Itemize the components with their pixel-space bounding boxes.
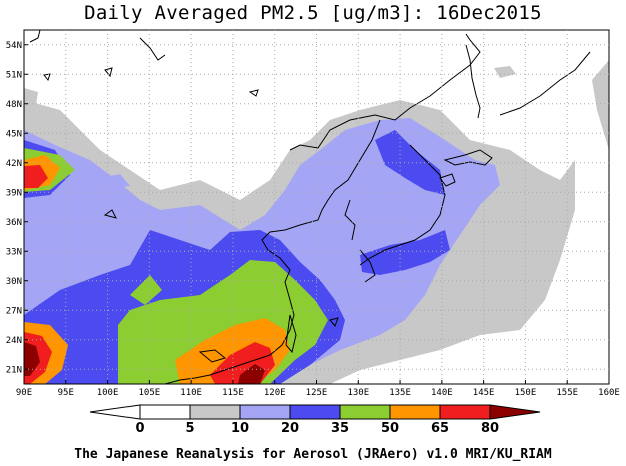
pm25-contour-10-nw	[100, 174, 130, 188]
pm25-contour-80-sw	[24, 342, 40, 376]
lat-tick-label: 27N	[6, 306, 22, 316]
lon-tick-label: 105E	[139, 388, 161, 398]
lon-tick-label: 120E	[264, 388, 286, 398]
credit-line: The Japanese Reanalysis for Aerosol (JRA…	[74, 447, 552, 462]
graticule	[23, 30, 610, 384]
colorbar: 0 5 10 20 35 50 65 80	[89, 404, 541, 436]
lat-tick-label: 21N	[6, 365, 22, 375]
pm25-contour-80	[238, 364, 265, 384]
lat-tick-label: 51N	[6, 70, 22, 80]
lat-tick-label: 48N	[6, 100, 22, 110]
colorbar-label: 65	[431, 421, 449, 436]
lat-tick-label: 36N	[6, 218, 22, 228]
pm25-contour-5-w	[24, 88, 38, 108]
colorbar-segment	[339, 404, 391, 420]
pm25-contour-5-n	[494, 66, 516, 78]
pm25-contour-65-nw	[24, 165, 48, 188]
pm25-contour-20-north	[375, 130, 445, 195]
colorbar-segment	[89, 404, 141, 420]
lon-tick-label: 125E	[306, 388, 328, 398]
colorbar-segment	[189, 404, 241, 420]
lon-tick-label: 100E	[97, 388, 119, 398]
lon-tick-label: 130E	[347, 388, 369, 398]
pm25-contour-20-japan	[360, 230, 450, 275]
colorbar-label: 10	[231, 421, 249, 436]
colorbar-segment	[139, 404, 191, 420]
lat-tick-label: 33N	[6, 247, 22, 257]
lat-tick-labels: 54N 51N 48N 45N 42N 39N 36N 33N 30N 27N 24N 21N	[6, 41, 22, 376]
lon-tick-label: 150E	[515, 388, 537, 398]
colorbar-label: 5	[185, 421, 194, 436]
lon-tick-labels: 90E 95E 100E 105E 110E 115E 120E 125E 130E 135E 14…	[16, 388, 620, 398]
lon-tick-label: 95E	[58, 388, 74, 398]
colorbar-segment	[239, 404, 291, 420]
lat-tick-label: 24N	[6, 336, 22, 346]
lon-tick-label: 90E	[16, 388, 32, 398]
map-title: Daily Averaged PM2.5 [ug/m3]: 16Dec2015	[84, 2, 542, 24]
colorbar-label: 0	[135, 421, 144, 436]
lon-tick-label: 160E	[598, 388, 620, 398]
coastlines	[29, 30, 591, 384]
pm25-contour-5-ne	[592, 60, 609, 150]
lon-tick-label: 145E	[473, 388, 495, 398]
colorbar-label: 80	[481, 421, 499, 436]
lon-tick-label: 140E	[431, 388, 453, 398]
colorbar-segment	[489, 404, 541, 420]
colorbar-segment	[439, 404, 491, 420]
colorbar-segment	[289, 404, 341, 420]
colorbar-label: 35	[331, 421, 349, 436]
colorbar-label: 50	[381, 421, 399, 436]
lon-tick-label: 155E	[556, 388, 578, 398]
colorbar-segment	[389, 404, 441, 420]
lon-tick-label: 115E	[222, 388, 244, 398]
lat-tick-label: 39N	[6, 188, 22, 198]
pm25-contour-35-w	[130, 275, 162, 305]
lat-tick-label: 45N	[6, 129, 22, 139]
lat-tick-label: 42N	[6, 159, 22, 169]
pm25-field	[24, 30, 609, 384]
lat-tick-label: 30N	[6, 277, 22, 287]
lat-tick-label: 54N	[6, 41, 22, 51]
lon-tick-label: 135E	[389, 388, 411, 398]
colorbar-label: 20	[281, 421, 299, 436]
lon-tick-label: 110E	[180, 388, 202, 398]
